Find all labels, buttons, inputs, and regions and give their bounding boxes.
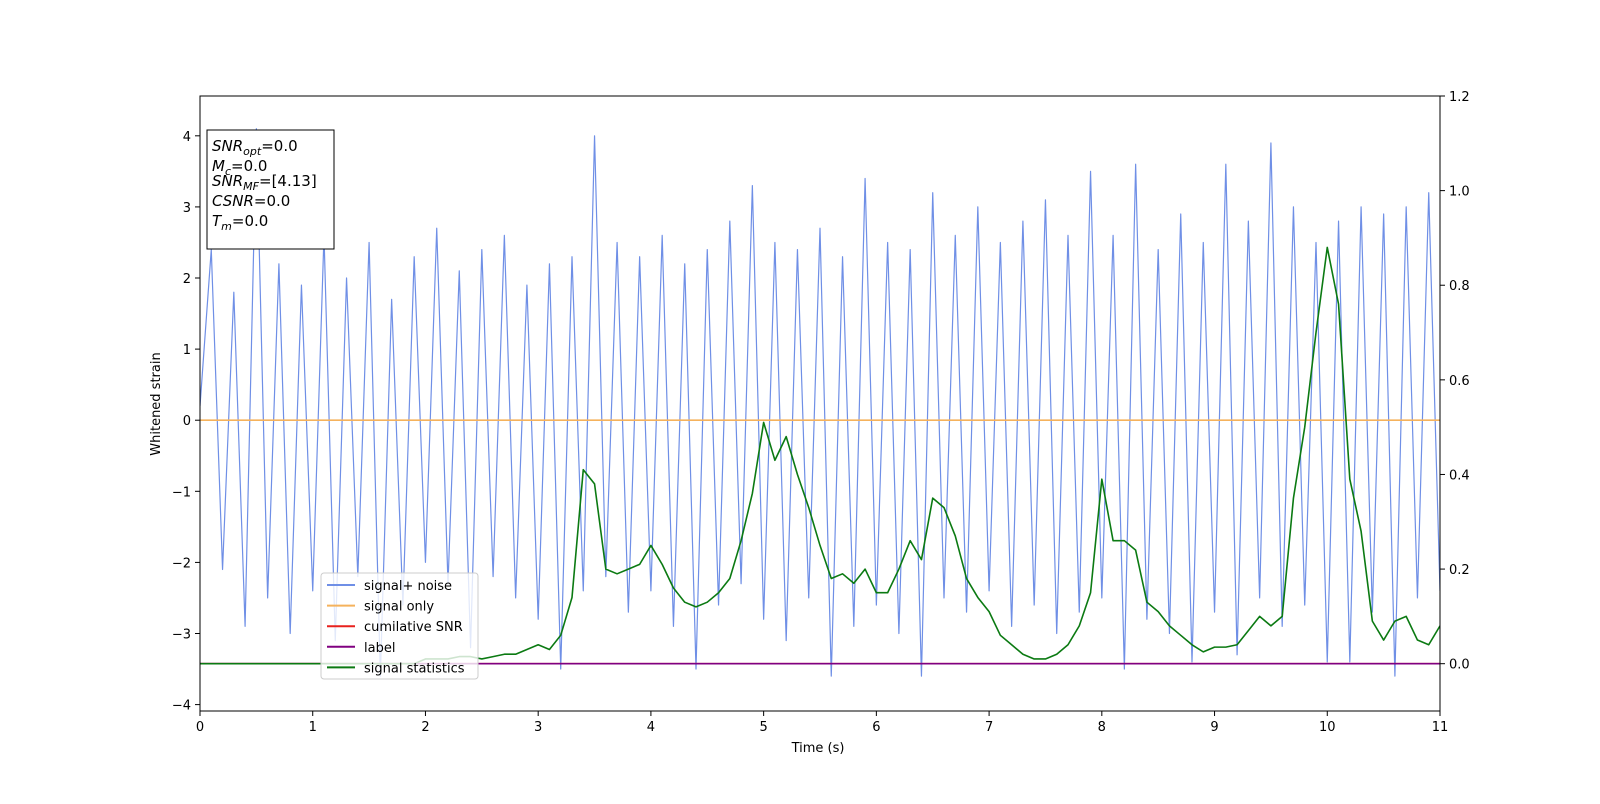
y-tick-label: 3 <box>183 201 191 216</box>
y-axis-label: Whitened strain <box>149 352 164 455</box>
y2-tick-label: 0.2 <box>1449 563 1470 578</box>
y-tick-label: −1 <box>172 485 191 500</box>
y-tick-label: 4 <box>183 130 191 145</box>
annotation-rest: =0.0 <box>231 157 267 175</box>
x-tick-label: 6 <box>872 720 880 735</box>
annotation-sub: MF <box>243 180 259 193</box>
annotation-main: CSNR <box>212 192 254 210</box>
annotation-box <box>206 129 335 250</box>
y-tick-label: 2 <box>183 272 191 287</box>
legend-label: signal statistics <box>364 661 465 676</box>
legend-box <box>320 572 479 680</box>
y-tick-label: −4 <box>172 699 191 714</box>
y2-tick-label: 0.8 <box>1449 279 1470 294</box>
x-tick-label: 1 <box>309 720 317 735</box>
annotation-line: SNRMF=[4.13] <box>212 172 317 193</box>
x-tick-label: 9 <box>1210 720 1218 735</box>
x-tick-label: 7 <box>985 720 993 735</box>
annotation-main: M <box>212 157 225 175</box>
x-tick-label: 8 <box>1098 720 1106 735</box>
x-tick-label: 2 <box>421 720 429 735</box>
annotation-sub: opt <box>243 145 262 158</box>
legend-label: signal+ noise <box>364 579 452 594</box>
series-line <box>200 128 1440 677</box>
y2-tick-label: 0.4 <box>1449 468 1470 483</box>
annotation-rest: =0.0 <box>261 137 297 155</box>
annotation-rest: =0.0 <box>232 212 268 230</box>
y2-tick-label: 0.0 <box>1449 658 1470 673</box>
y2-tick-label: 0.6 <box>1449 374 1470 389</box>
annotation-line: SNRopt=0.0 <box>212 137 298 158</box>
x-tick-label: 5 <box>759 720 767 735</box>
x-tick-label: 11 <box>1432 720 1449 735</box>
annotation-sub: m <box>221 220 232 233</box>
annotation-main: T <box>212 212 223 230</box>
y2-tick-label: 1.0 <box>1449 185 1470 200</box>
y2-tick-label: 1.2 <box>1449 90 1470 105</box>
y-tick-label: 1 <box>183 343 191 358</box>
annotation-rest: =0.0 <box>254 192 290 210</box>
x-tick-label: 10 <box>1319 720 1336 735</box>
legend-label: cumilative SNR <box>364 620 463 635</box>
annotation-line: Mc=0.0 <box>212 157 267 178</box>
legend-label: label <box>364 641 395 656</box>
x-tick-label: 3 <box>534 720 542 735</box>
y-tick-label: −2 <box>172 556 191 571</box>
annotation-rest: =[4.13] <box>259 172 317 190</box>
annotation-main: SNR <box>212 172 243 190</box>
annotation-line: Tm=0.0 <box>212 212 268 233</box>
x-axis-label: Time (s) <box>791 741 845 756</box>
annotation-main: SNR <box>212 137 243 155</box>
annotation-line: CSNR=0.0 <box>212 192 290 210</box>
y-tick-label: 0 <box>183 414 191 429</box>
x-tick-label: 0 <box>196 720 204 735</box>
x-tick-label: 4 <box>647 720 655 735</box>
legend-label: signal only <box>364 600 434 615</box>
annotation-sub: c <box>225 165 231 178</box>
y-tick-label: −3 <box>172 628 191 643</box>
plot-frame <box>199 95 1441 712</box>
